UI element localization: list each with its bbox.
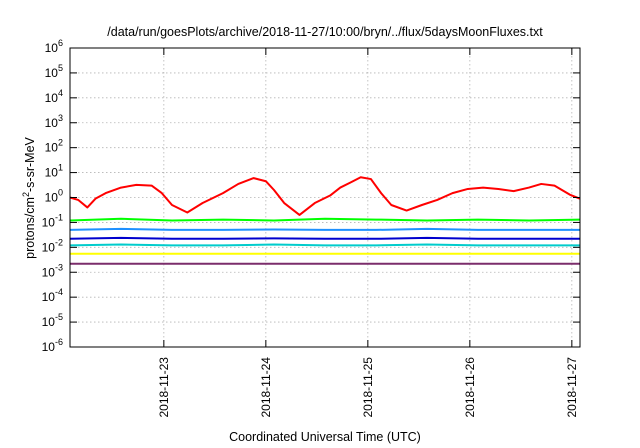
y-axis-label-main: protons/cm <box>23 197 37 259</box>
y-axis-label: protons/cm2-s-sr-MeV <box>21 136 37 258</box>
y-tick-label: 10-6 <box>42 337 63 354</box>
y-tick-exp: 0 <box>58 188 63 198</box>
grid-lines <box>70 48 580 347</box>
x-tick-label: 2018-11-25 <box>361 357 375 418</box>
chart-title: /data/run/goesPlots/archive/2018-11-27/1… <box>107 25 543 39</box>
y-tick-base: 10 <box>45 66 59 80</box>
series-line-1 <box>69 217 581 222</box>
series-line-4 <box>69 243 580 247</box>
y-tick-label: 106 <box>45 38 63 55</box>
y-tick-base: 10 <box>45 166 59 180</box>
y-tick-base: 10 <box>45 41 59 55</box>
y-tick-base: 10 <box>42 240 56 254</box>
series-line-3 <box>69 236 580 240</box>
y-tick-base: 10 <box>42 215 56 229</box>
y-tick-exp: 2 <box>58 138 63 148</box>
x-tick-label: 2018-11-26 <box>463 357 477 418</box>
y-tick-base: 10 <box>42 340 56 354</box>
y-tick-label: 101 <box>45 163 63 180</box>
x-axis-ticks: 2018-11-23 2018-11-24 2018-11-25 2018-11-26… <box>157 48 579 418</box>
y-tick-exp: -5 <box>55 312 63 322</box>
y-tick-exp: -6 <box>55 337 63 347</box>
y-axis-label-sup: 2 <box>21 192 31 197</box>
y-tick-exp: -4 <box>55 287 63 297</box>
y-tick-label: 105 <box>45 63 63 80</box>
y-tick-label: 10-4 <box>42 287 63 304</box>
y-tick-exp: 5 <box>58 63 63 73</box>
y-tick-label: 10-3 <box>42 262 63 279</box>
x-tick-label: 2018-11-27 <box>565 357 579 418</box>
y-tick-exp: -3 <box>55 262 63 272</box>
y-tick-exp: 3 <box>58 113 63 123</box>
y-tick-base: 10 <box>45 91 59 105</box>
y-tick-exp: 4 <box>58 88 63 98</box>
y-tick-label: 10-1 <box>42 212 63 229</box>
y-tick-exp: -2 <box>55 237 63 247</box>
series-layer <box>69 176 581 265</box>
y-tick-label: 103 <box>45 113 63 130</box>
y-tick-label: 104 <box>45 88 63 105</box>
y-tick-base: 10 <box>45 141 59 155</box>
y-tick-exp: -1 <box>55 212 63 222</box>
y-tick-label: 102 <box>45 138 63 155</box>
x-tick-label: 2018-11-24 <box>259 357 273 418</box>
y-tick-label: 10-5 <box>42 312 63 329</box>
y-axis-ticks: 10-610-510-410-310-210-11001011021031041… <box>42 38 580 354</box>
y-tick-base: 10 <box>45 191 59 205</box>
y-tick-label: 10-2 <box>42 237 63 254</box>
series-line-2 <box>69 227 580 231</box>
x-axis-label: Coordinated Universal Time (UTC) <box>229 430 421 444</box>
x-tick-label: 2018-11-23 <box>157 357 171 418</box>
y-tick-exp: 6 <box>58 38 63 48</box>
y-axis-label-rest: -s-sr-MeV <box>23 136 37 192</box>
y-tick-base: 10 <box>42 290 56 304</box>
y-tick-label: 100 <box>45 188 63 205</box>
y-tick-exp: 1 <box>58 163 63 173</box>
y-tick-base: 10 <box>42 315 56 329</box>
y-tick-base: 10 <box>45 116 59 130</box>
series-line-0 <box>69 176 581 216</box>
y-tick-base: 10 <box>42 265 56 279</box>
